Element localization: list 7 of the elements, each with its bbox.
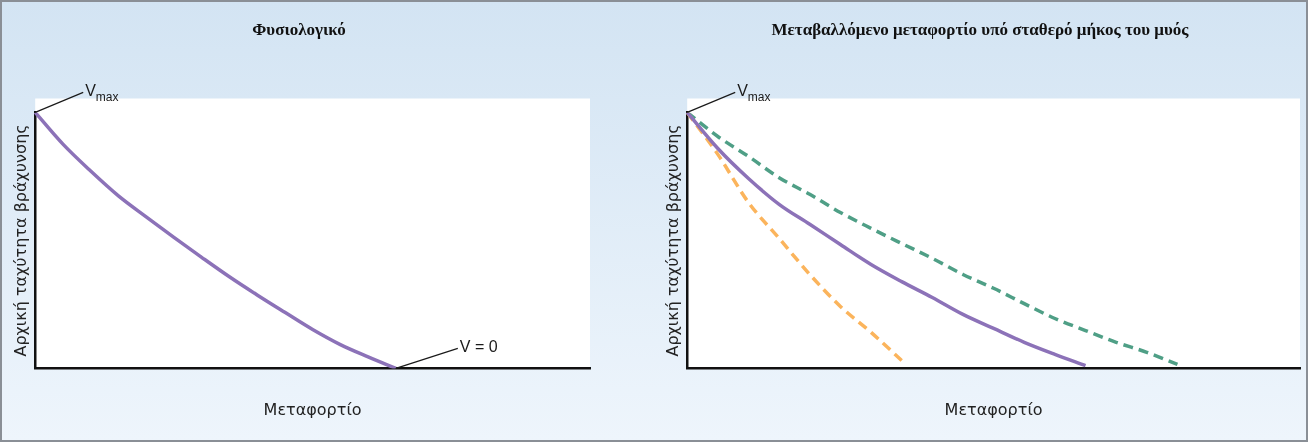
x-axis-title: Μεταφορτίο — [944, 399, 1043, 419]
x-axis-title: Μεταφορτίο — [263, 399, 362, 419]
annotation: V = 0 — [459, 338, 498, 356]
y-axis-title: Αρχική ταχύτητα βράχυνσης — [10, 124, 30, 357]
chart-title: Φυσιολογικό — [252, 19, 346, 39]
y-axis-title: Αρχική ταχύτητα βράχυνσης — [662, 124, 682, 357]
chart-title: Μεταβαλλόμενο μεταφορτίο υπό σταθερό μήκος του μυός — [771, 19, 1190, 39]
